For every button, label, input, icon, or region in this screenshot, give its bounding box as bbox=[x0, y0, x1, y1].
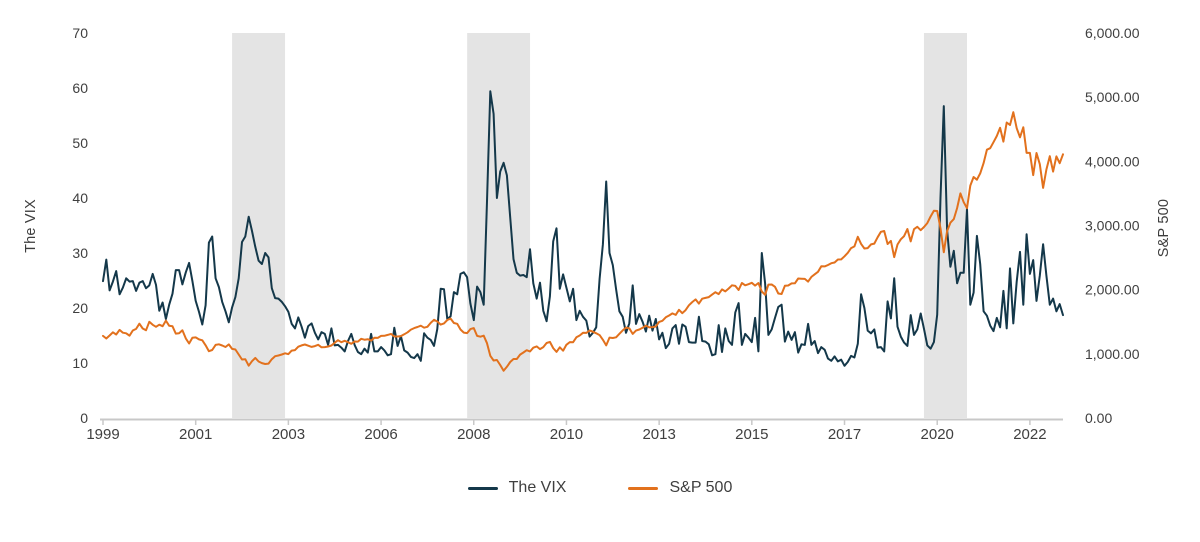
x-tick-label: 2010 bbox=[550, 426, 583, 443]
left-tick-label: 70 bbox=[72, 25, 88, 41]
x-tick-label: 2001 bbox=[179, 426, 212, 443]
left-tick-label: 30 bbox=[72, 245, 88, 261]
x-tick-label: 2013 bbox=[642, 426, 675, 443]
x-tick-label: 2006 bbox=[364, 426, 397, 443]
x-tick-label: 1999 bbox=[86, 426, 119, 443]
shaded-band bbox=[232, 33, 286, 418]
shaded-band bbox=[467, 33, 531, 418]
left-tick-label: 60 bbox=[72, 80, 88, 96]
vix-line-swatch bbox=[467, 486, 498, 490]
sp500-line bbox=[102, 111, 1064, 372]
legend-item-the-vix[interactable]: The VIX bbox=[467, 479, 567, 497]
shaded-band bbox=[923, 33, 967, 418]
sp500-line-swatch bbox=[628, 486, 659, 490]
right-tick-label: 3,000.00 bbox=[1085, 218, 1140, 234]
left-tick-label: 40 bbox=[72, 190, 88, 206]
vix-line bbox=[102, 90, 1064, 367]
right-tick-label: 1,000.00 bbox=[1085, 346, 1140, 362]
x-tick-label: 2020 bbox=[921, 426, 954, 443]
sp500-legend-label: S&P 500 bbox=[669, 479, 733, 496]
x-tick-label: 2008 bbox=[457, 426, 490, 443]
x-tick-label: 2003 bbox=[272, 426, 305, 443]
left-tick-label: 10 bbox=[72, 355, 88, 371]
legend-item-sp500[interactable]: S&P 500 bbox=[628, 479, 732, 497]
vix-legend-label: The VIX bbox=[508, 479, 567, 496]
left-tick-label: 0 bbox=[80, 410, 88, 426]
left-tick-label: 20 bbox=[72, 300, 88, 316]
right-tick-label: 6,000.00 bbox=[1085, 25, 1140, 41]
legend: The VIX S&P 500 bbox=[0, 479, 1200, 497]
right-tick-label: 4,000.00 bbox=[1085, 153, 1140, 169]
right-tick-label: 2,000.00 bbox=[1085, 282, 1140, 298]
right-tick-label: 0.00 bbox=[1085, 410, 1112, 426]
x-tick-label: 2017 bbox=[828, 426, 861, 443]
x-tick-label: 2015 bbox=[735, 426, 768, 443]
right-tick-label: 5,000.00 bbox=[1085, 89, 1140, 105]
left-tick-label: 50 bbox=[72, 135, 88, 151]
x-tick-label: 2022 bbox=[1013, 426, 1046, 443]
